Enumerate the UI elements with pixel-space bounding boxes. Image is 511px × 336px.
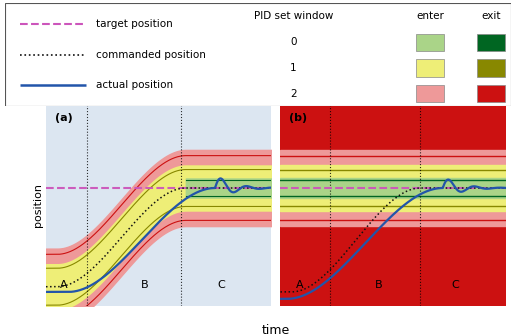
Text: target position: target position [96, 19, 173, 29]
Text: time: time [262, 324, 290, 336]
Text: C: C [217, 280, 225, 290]
Text: exit: exit [481, 11, 500, 20]
Text: B: B [141, 280, 148, 290]
FancyBboxPatch shape [5, 3, 511, 106]
Text: C: C [452, 280, 459, 290]
FancyBboxPatch shape [416, 34, 444, 51]
Bar [281, 166, 506, 211]
Text: (a): (a) [55, 113, 73, 123]
FancyBboxPatch shape [477, 59, 505, 77]
Bar [281, 226, 506, 306]
Y-axis label: position: position [33, 183, 43, 227]
FancyBboxPatch shape [477, 34, 505, 51]
Text: A: A [59, 280, 67, 290]
Text: A: A [296, 280, 304, 290]
FancyBboxPatch shape [416, 85, 444, 102]
FancyBboxPatch shape [416, 59, 444, 77]
Text: PID set window: PID set window [254, 11, 333, 20]
Bar [281, 150, 506, 226]
Text: (b): (b) [289, 113, 308, 123]
Text: B: B [375, 280, 383, 290]
FancyBboxPatch shape [477, 85, 505, 102]
Bar [281, 178, 506, 198]
Text: commanded position: commanded position [96, 50, 206, 59]
Bar [281, 105, 506, 150]
Text: 1: 1 [290, 63, 297, 73]
Text: actual position: actual position [96, 80, 173, 90]
Text: enter: enter [416, 11, 444, 20]
Text: 0: 0 [290, 37, 297, 47]
Text: 2: 2 [290, 89, 297, 98]
